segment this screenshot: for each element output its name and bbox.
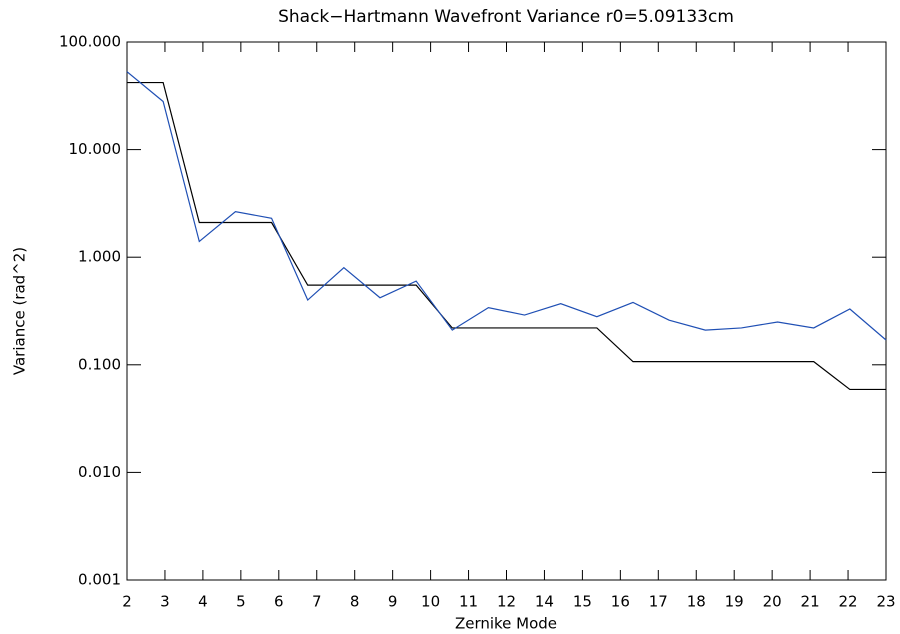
y-tick-label: 0.010	[78, 463, 121, 481]
x-tick-label: 23	[876, 593, 895, 611]
y-tick-label: 0.100	[78, 355, 121, 373]
y-tick-label: 10.000	[69, 140, 122, 158]
x-tick-label: 18	[687, 593, 706, 611]
y-tick-label: 100.000	[59, 33, 121, 51]
x-tick-label: 8	[350, 593, 360, 611]
series-line	[127, 81, 886, 391]
y-tick-label: 0.001	[78, 571, 121, 589]
x-tick-label: 19	[725, 593, 744, 611]
x-tick-label: 9	[388, 593, 398, 611]
x-tick-label: 2	[122, 593, 132, 611]
x-tick-label: 22	[839, 593, 858, 611]
x-tick-label: 11	[459, 593, 478, 611]
series-line	[126, 71, 887, 341]
x-tick-label: 5	[236, 593, 246, 611]
x-tick-label: 4	[198, 593, 208, 611]
x-tick-label: 15	[573, 593, 592, 611]
x-tick-label: 21	[801, 593, 820, 611]
y-axis-label: Variance (rad^2)	[11, 247, 29, 375]
y-tick-label: 1.000	[78, 248, 121, 266]
x-tick-label: 3	[160, 593, 170, 611]
x-tick-label: 7	[312, 593, 322, 611]
x-tick-label: 6	[274, 593, 284, 611]
x-tick-label: 20	[763, 593, 782, 611]
x-tick-label: 10	[421, 593, 440, 611]
x-tick-label: 17	[649, 593, 668, 611]
x-tick-label: 14	[535, 593, 554, 611]
x-tick-label: 12	[497, 593, 516, 611]
chart-title: Shack−Hartmann Wavefront Variance r0=5.0…	[278, 7, 734, 27]
x-axis-label: Zernike Mode	[455, 615, 557, 633]
x-tick-label: 16	[611, 593, 630, 611]
